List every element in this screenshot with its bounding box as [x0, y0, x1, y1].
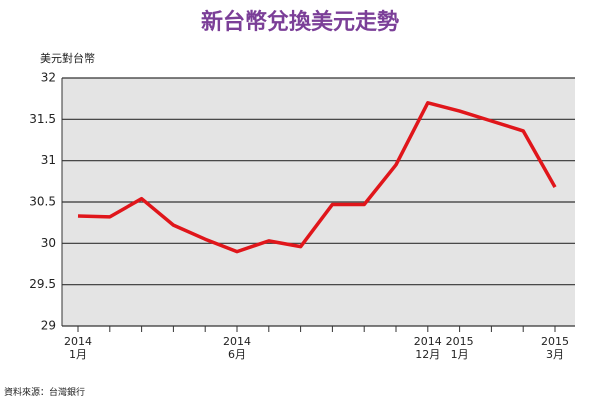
y-tick-label: 32	[41, 71, 56, 85]
x-tick-label: 2014 12月	[413, 335, 442, 361]
chart-title: 新台幣兌換美元走勢	[200, 10, 399, 35]
y-tick-label: 30.5	[29, 195, 56, 209]
line-series	[77, 101, 557, 254]
x-tick-label: 2015 3月	[541, 335, 569, 361]
y-tick-label: 31.5	[29, 112, 56, 126]
y-tick-label: 30	[41, 236, 56, 250]
x-tick-label: 2014 6月	[223, 335, 251, 361]
x-tick-label: 2015 1月	[445, 335, 474, 361]
y-tick-label: 29	[41, 319, 56, 333]
y-axis-label: 美元對台幣	[40, 52, 95, 65]
y-tick-label: 31	[41, 153, 56, 167]
source-note: 資料來源：台灣銀行	[4, 388, 86, 398]
y-tick-label: 29.5	[29, 277, 56, 291]
x-tick-label: 2014 1月	[64, 335, 92, 361]
